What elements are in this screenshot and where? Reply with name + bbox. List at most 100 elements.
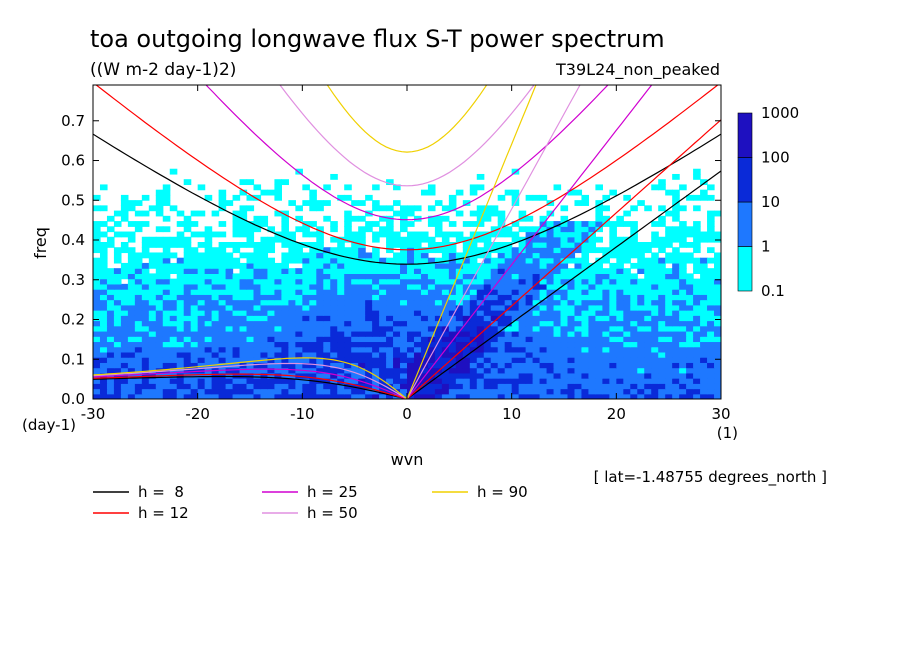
heatmap-cell: [260, 221, 269, 227]
heatmap-cell: [602, 299, 610, 306]
heatmap-cell: [267, 393, 276, 399]
heatmap-cell: [672, 289, 680, 295]
heatmap-cell: [288, 278, 296, 285]
heatmap-cell: [169, 252, 178, 259]
heatmap-cell: [595, 210, 603, 217]
heatmap-cell: [665, 268, 673, 274]
heatmap-cell: [567, 231, 576, 238]
heatmap-cell: [623, 378, 631, 384]
heatmap-cell: [427, 242, 436, 248]
heatmap-cell: [386, 325, 394, 332]
heatmap-cell: [679, 221, 687, 227]
heatmap-cell: [344, 221, 352, 227]
heatmap-cell: [560, 262, 569, 269]
heatmap-cell: [120, 310, 129, 316]
heatmap-cell: [574, 257, 583, 264]
heatmap-cell: [448, 200, 457, 206]
heatmap-cell: [609, 278, 617, 285]
heatmap-cell: [120, 262, 129, 269]
heatmap-cell: [218, 330, 227, 337]
heatmap-cell: [441, 242, 450, 248]
heatmap-cell: [400, 367, 408, 374]
heatmap-cell: [162, 236, 171, 243]
heatmap-cell: [665, 189, 673, 196]
heatmap-cell: [679, 278, 687, 285]
heatmap-cell: [469, 315, 478, 322]
heatmap-cell: [267, 336, 276, 343]
heatmap-cell: [274, 184, 282, 191]
heatmap-cell: [693, 268, 701, 274]
heatmap-cell: [490, 393, 499, 399]
heatmap-cell: [260, 367, 269, 374]
heatmap-cell: [407, 378, 415, 384]
heatmap-cell: [679, 299, 687, 306]
legend: h = 8h = 12h = 25h = 50h = 90: [93, 483, 528, 522]
heatmap-cell: [651, 252, 659, 259]
heatmap-cell: [393, 315, 401, 322]
heatmap-cell: [351, 393, 359, 399]
heatmap-cell: [574, 372, 583, 379]
heatmap-cell: [427, 357, 436, 363]
heatmap-cell: [204, 294, 213, 301]
heatmap-cell: [553, 289, 562, 295]
heatmap-cell: [420, 278, 429, 285]
heatmap-cell: [546, 283, 555, 290]
heatmap-cell: [225, 351, 234, 358]
y-tick-label: 0.7: [61, 112, 85, 130]
heatmap-cell: [379, 289, 387, 295]
heatmap-cell: [413, 325, 422, 332]
heatmap-cell: [595, 336, 603, 343]
heatmap-cell: [386, 179, 394, 186]
heatmap-cell: [567, 367, 576, 374]
heatmap-cell: [386, 236, 394, 243]
heatmap-cell: [239, 378, 248, 384]
heatmap-cell: [400, 362, 408, 369]
heatmap-cell: [658, 325, 666, 332]
heatmap-cell: [672, 320, 680, 327]
heatmap-cell: [148, 320, 157, 327]
heatmap-cell: [309, 294, 317, 301]
heatmap-cell: [386, 304, 394, 311]
heatmap-cell: [707, 357, 715, 363]
heatmap-cell: [616, 310, 624, 316]
heatmap-cell: [707, 315, 715, 322]
heatmap-cell: [393, 283, 401, 290]
heatmap-cell: [567, 351, 576, 358]
heatmap-cell: [393, 257, 401, 264]
heatmap-cell: [637, 383, 645, 390]
heatmap-cell: [581, 242, 590, 248]
heatmap-cell: [700, 189, 708, 196]
heatmap-cell: [693, 362, 701, 369]
heatmap-cell: [93, 393, 101, 399]
heatmap-cell: [267, 247, 276, 254]
heatmap-cell: [581, 262, 590, 269]
heatmap-cell: [658, 205, 666, 212]
heatmap-cell: [420, 257, 429, 264]
rossby-curve-h12: [93, 373, 408, 399]
heatmap-cell: [707, 378, 715, 384]
heatmap-cell: [351, 388, 359, 395]
heatmap-cell: [700, 310, 708, 316]
heatmap-cell: [679, 242, 687, 248]
heatmap-cell: [204, 357, 213, 363]
heatmap-cell: [448, 320, 457, 327]
heatmap-cell: [365, 257, 373, 264]
heatmap-cell: [323, 383, 331, 390]
heatmap-cell: [253, 378, 262, 384]
heatmap-cell: [518, 383, 527, 390]
heatmap-cell: [281, 346, 289, 353]
heatmap-cell: [218, 200, 227, 206]
heatmap-cell: [665, 283, 673, 290]
heatmap-cell: [560, 378, 569, 384]
heatmap-cell: [518, 262, 527, 269]
heatmap-cell: [455, 336, 464, 343]
heatmap-cell: [469, 299, 478, 306]
heatmap-cell: [581, 325, 590, 332]
heatmap-cell: [127, 262, 136, 269]
heatmap-cell: [462, 372, 471, 379]
heatmap-cell: [413, 351, 422, 358]
heatmap-cell: [532, 278, 541, 285]
heatmap-cell: [225, 310, 234, 316]
heatmap-cell: [337, 357, 345, 363]
heatmap-cell: [93, 221, 101, 227]
